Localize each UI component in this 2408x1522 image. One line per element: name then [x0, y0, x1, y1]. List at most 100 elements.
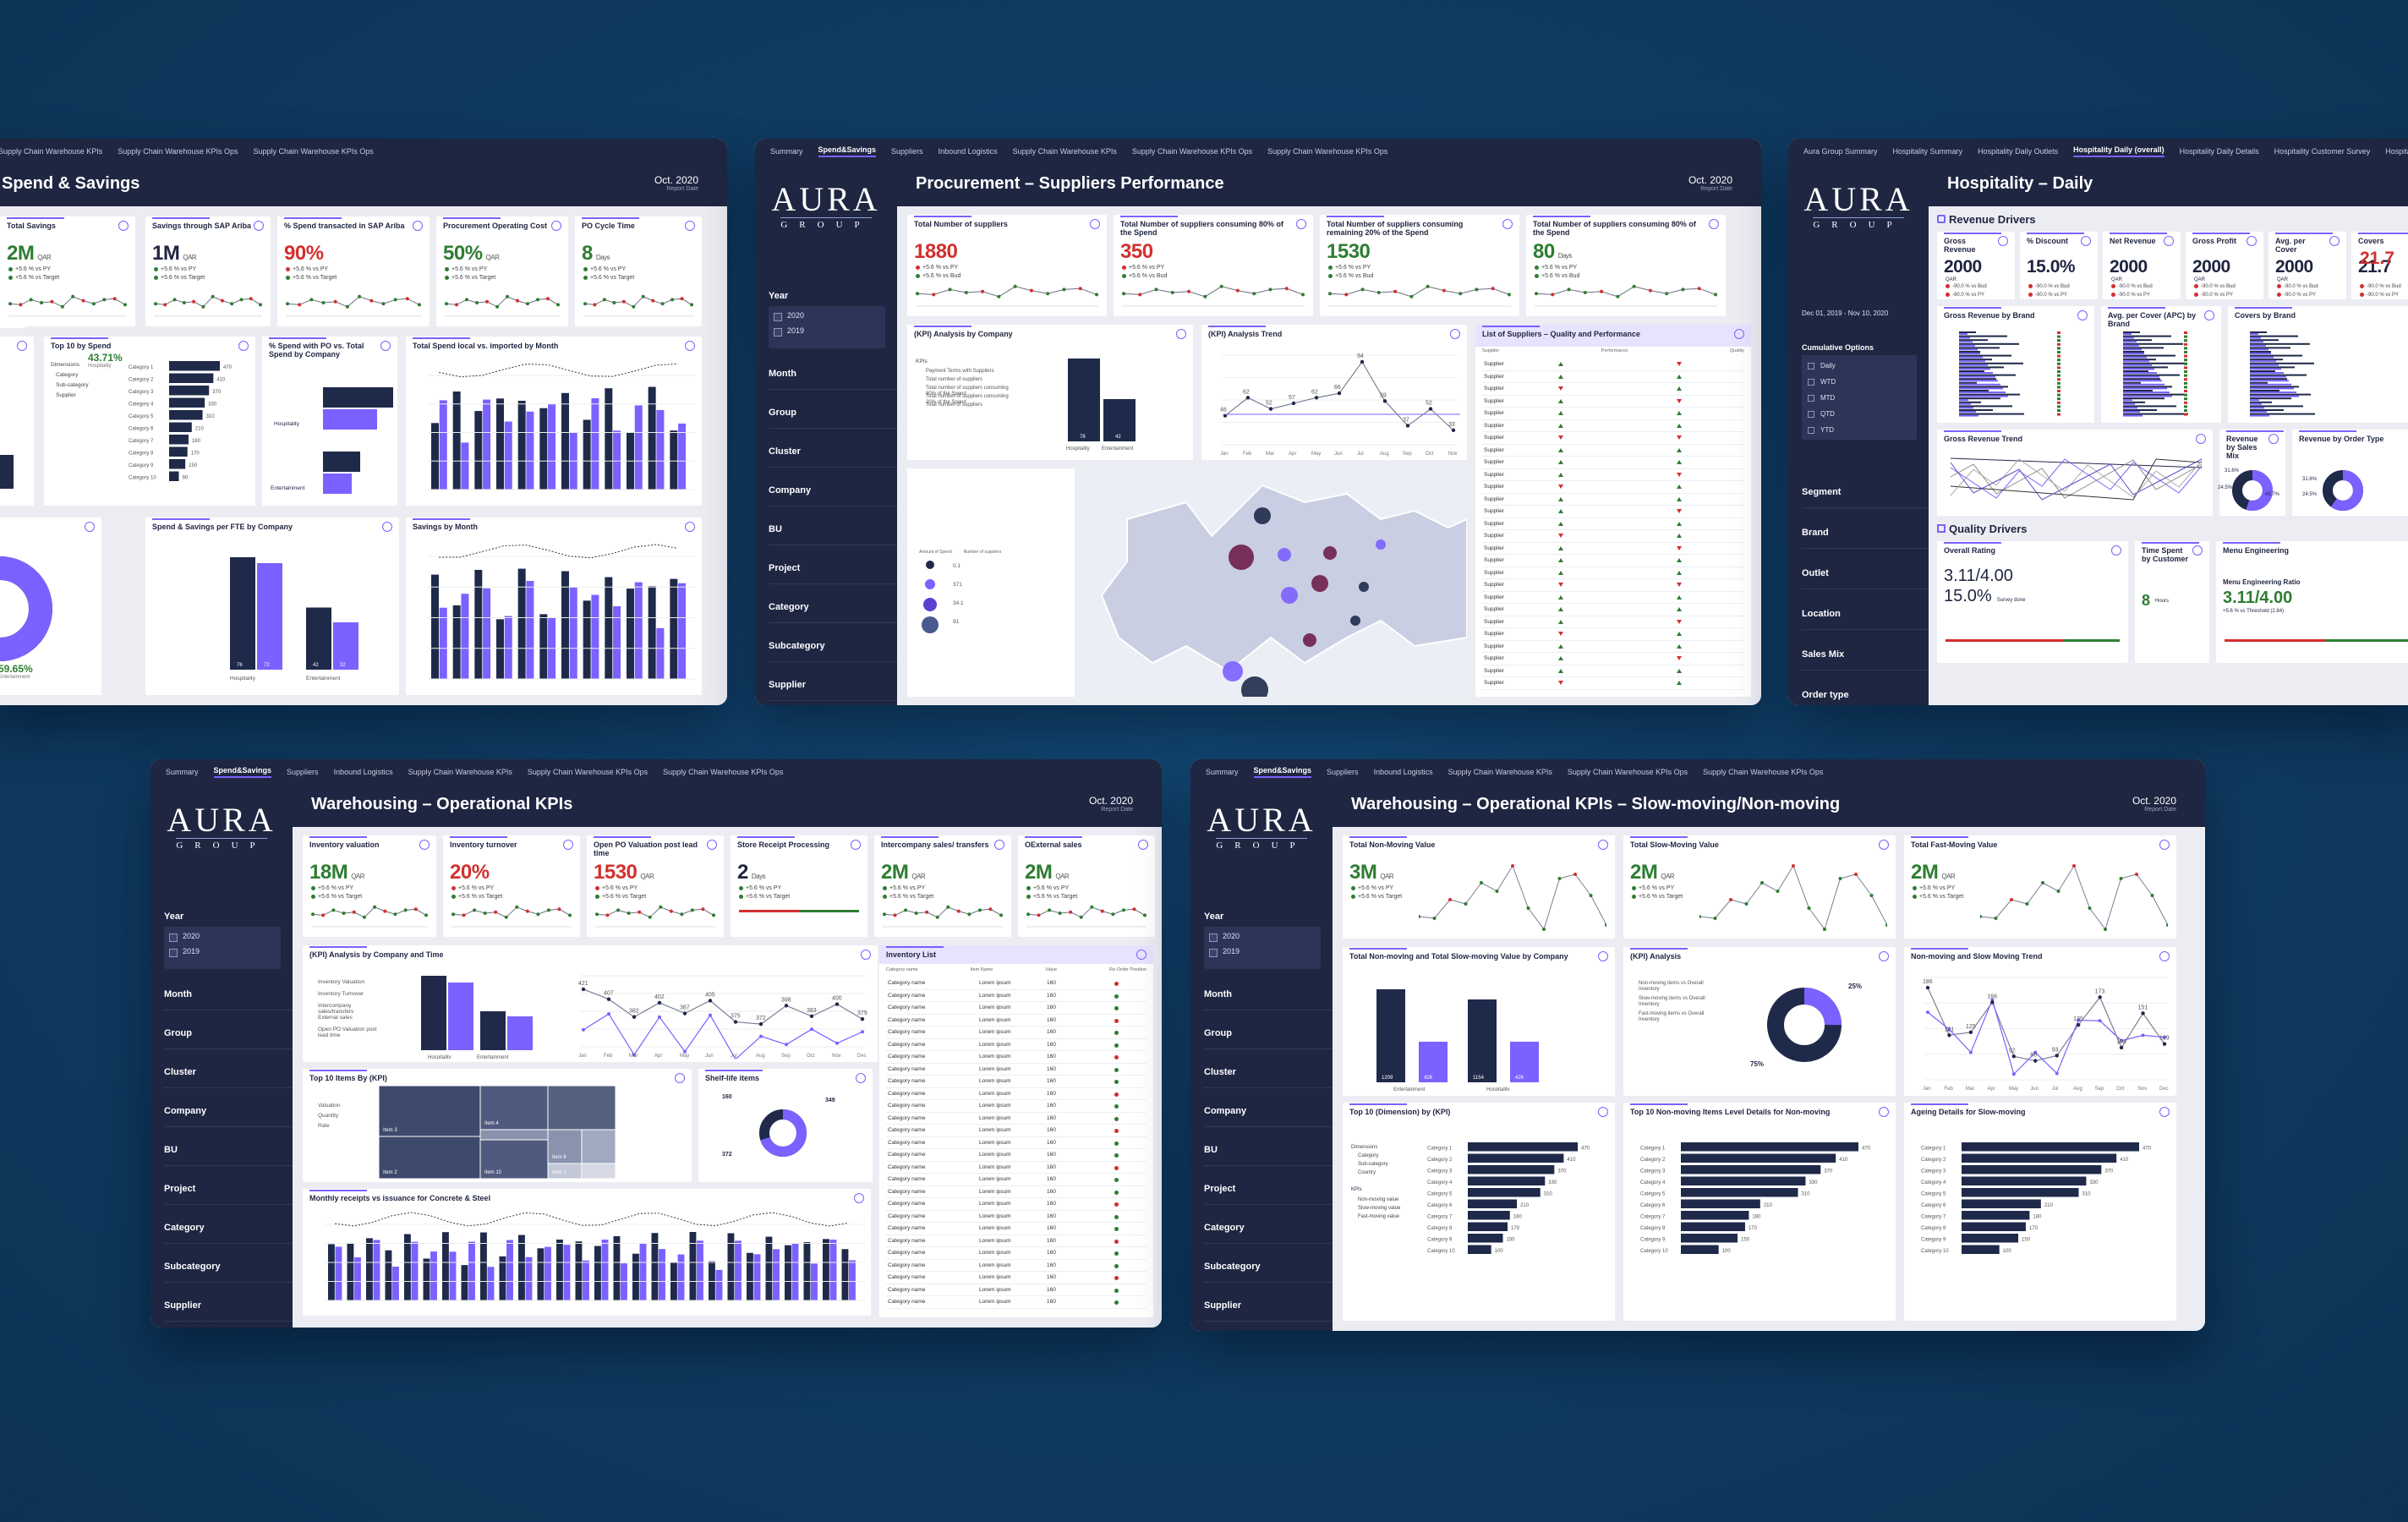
info-icon[interactable] [2204, 310, 2214, 320]
nav-tab[interactable]: Spend&Savings [818, 145, 877, 157]
table-row[interactable]: Category name Lorem ipsum 160 [886, 1211, 1147, 1223]
info-icon[interactable] [551, 221, 561, 231]
table-row[interactable]: Supplier [1482, 518, 1744, 530]
info-icon[interactable] [17, 341, 27, 351]
kpi-option[interactable]: Open PO Valuation post lead time [318, 1027, 377, 1038]
filter-project[interactable]: Project [769, 563, 897, 584]
nav-tab[interactable]: Supply Chain Warehouse KPIs Ops [527, 768, 649, 776]
filter-supplier[interactable]: Supplier [1204, 1300, 1333, 1322]
kpi-option[interactable]: Inventory Turnover [318, 991, 364, 997]
info-icon[interactable] [2111, 545, 2121, 556]
nav-tab[interactable]: Supply Chain Warehouse KPIs Ops [1567, 768, 1688, 776]
table-row[interactable]: Category name Lorem ipsum 160 [886, 1039, 1147, 1051]
table-row[interactable]: Supplier [1482, 665, 1744, 677]
nav-tab[interactable]: Summary [1206, 768, 1239, 776]
table-row[interactable]: Supplier [1482, 383, 1744, 396]
info-icon[interactable] [238, 341, 249, 351]
table-row[interactable]: Supplier [1482, 543, 1744, 555]
table-row[interactable]: Category name Lorem ipsum 160 [886, 1076, 1147, 1088]
table-row[interactable]: Category name Lorem ipsum 160 [886, 1198, 1147, 1211]
year-option[interactable]: 2020 [769, 306, 885, 321]
filter-year[interactable]: Year [769, 291, 789, 301]
kpi-option[interactable]: Fast-moving value [1358, 1214, 1400, 1219]
kpi-option[interactable]: Total number of suppliers consuming 20% … [926, 394, 1009, 405]
table-row[interactable]: Supplier [1482, 371, 1744, 383]
info-icon[interactable] [2192, 545, 2203, 556]
checkbox[interactable] [1808, 363, 1814, 370]
table-row[interactable]: Category name Lorem ipsum 160 [886, 1223, 1147, 1235]
filter-company[interactable]: Company [1204, 1106, 1333, 1127]
filter-month[interactable]: Month [164, 989, 293, 1010]
info-icon[interactable] [856, 1073, 866, 1083]
nav-tab[interactable]: Inbound Logistics [333, 768, 393, 776]
filter-company[interactable]: Company [164, 1106, 293, 1127]
info-icon[interactable] [861, 950, 871, 960]
info-icon[interactable] [2159, 840, 2170, 850]
table-row[interactable]: Supplier [1482, 457, 1744, 469]
filter-category[interactable]: Category [164, 1223, 293, 1244]
column-header[interactable]: Value [1045, 967, 1058, 972]
table-row[interactable]: Category name Lorem ipsum 160 [886, 1113, 1147, 1125]
filter-cluster[interactable]: Cluster [769, 446, 897, 468]
info-icon[interactable] [1598, 1107, 1608, 1117]
filter-subcategory[interactable]: Subcategory [769, 641, 897, 662]
filter-outlet[interactable]: Outlet [1802, 568, 1929, 589]
date-range[interactable]: Dec 01, 2019 - Nov 10, 2020 [1802, 309, 1889, 317]
checkbox[interactable] [1808, 427, 1814, 434]
nav-tab[interactable]: Hospitality Daily (overall) [2073, 145, 2164, 157]
table-row[interactable]: Category name Lorem ipsum 160 [886, 1162, 1147, 1174]
info-icon[interactable] [254, 221, 264, 231]
info-icon[interactable] [1090, 219, 1100, 229]
filter-cluster[interactable]: Cluster [164, 1067, 293, 1088]
column-header[interactable]: Re-Order Position [1108, 967, 1147, 972]
kpi-option[interactable]: Valuation [318, 1103, 341, 1109]
info-icon[interactable] [382, 522, 392, 532]
info-icon[interactable] [2196, 434, 2206, 444]
table-row[interactable]: Category name Lorem ipsum 160 [886, 1015, 1147, 1027]
table-row[interactable]: Category name Lorem ipsum 160 [886, 1100, 1147, 1113]
filter-bu[interactable]: BU [164, 1145, 293, 1166]
checkbox[interactable] [1808, 411, 1814, 418]
nav-tab[interactable]: Hospitality Daily Details [2179, 147, 2259, 156]
table-row[interactable]: Supplier [1482, 604, 1744, 616]
table-row[interactable]: Supplier [1482, 616, 1744, 628]
table-row[interactable]: Category name Lorem ipsum 160 [886, 1174, 1147, 1186]
filter-category[interactable]: Category [769, 602, 897, 623]
info-icon[interactable] [707, 840, 717, 850]
nav-tab[interactable]: Supply Chain Warehouse KPIs [408, 768, 512, 776]
info-icon[interactable] [1176, 329, 1186, 339]
checkbox[interactable] [1808, 395, 1814, 402]
dimension-option[interactable]: Sub-category [1358, 1162, 1388, 1167]
table-row[interactable]: Category name Lorem ipsum 160 [886, 1186, 1147, 1198]
table-row[interactable]: Supplier [1482, 445, 1744, 457]
nav-tab[interactable]: Hospitality Customer Survey [2274, 147, 2371, 156]
filter-month[interactable]: Month [769, 369, 897, 390]
table-row[interactable]: Supplier [1482, 408, 1744, 420]
kpi-option[interactable]: Total number of suppliers [926, 402, 983, 408]
filter-project[interactable]: Project [1204, 1184, 1333, 1205]
table-row[interactable]: Category name Lorem ipsum 160 [886, 1296, 1147, 1309]
nav-tab[interactable]: Summary [770, 147, 803, 156]
filter-year[interactable]: Year [164, 912, 184, 922]
info-icon[interactable] [380, 341, 391, 351]
kpi-option[interactable]: Inventory Valuation [318, 979, 365, 985]
info-icon[interactable] [118, 221, 129, 231]
kpi-option[interactable]: Payment Terms with Suppliers [926, 369, 994, 374]
year-option[interactable]: 2019 [164, 942, 281, 957]
info-icon[interactable] [2159, 1107, 2170, 1117]
table-row[interactable]: Supplier [1482, 469, 1744, 481]
filter-segment[interactable]: Segment [1802, 487, 1929, 508]
nav-tab[interactable]: Aura Group Summary [1803, 147, 1878, 156]
filter-brand[interactable]: Brand [1802, 528, 1929, 549]
column-header[interactable]: Supplier [1482, 348, 1500, 353]
info-icon[interactable] [1879, 840, 1889, 850]
nav-tab[interactable]: Supply Chain Warehouse KPIs Ops [118, 147, 238, 156]
column-header[interactable]: Item Name [970, 967, 993, 972]
dimension-option[interactable]: Sub-category [56, 382, 89, 388]
nav-tab[interactable]: Supply Chain Warehouse KPIs Ops [1131, 147, 1253, 156]
info-icon[interactable] [851, 840, 861, 850]
year-option[interactable]: 2020 [1204, 927, 1321, 942]
table-row[interactable]: Category name Lorem ipsum 160 [886, 990, 1147, 1002]
kpi-option[interactable]: Total number of suppliers consuming 80% … [926, 386, 1009, 397]
info-icon[interactable] [2164, 236, 2174, 246]
